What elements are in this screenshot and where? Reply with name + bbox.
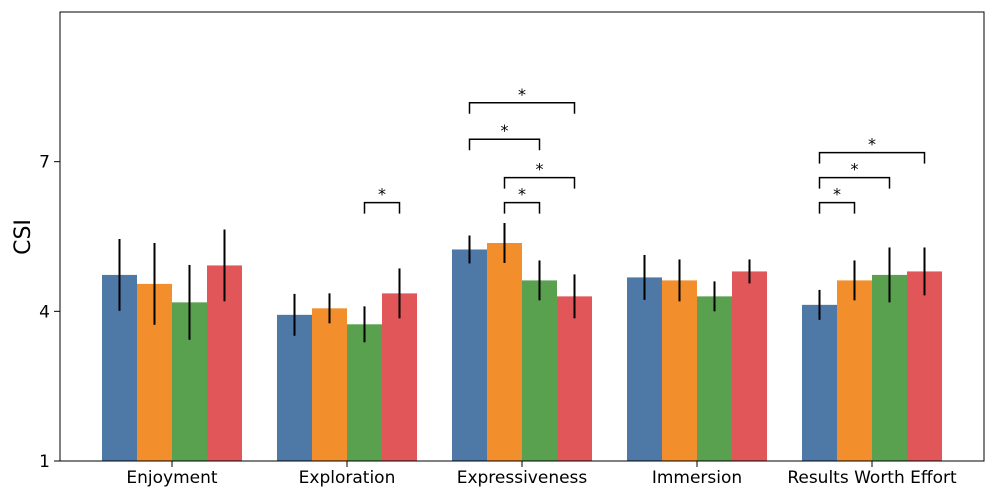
significance-star: *	[851, 160, 859, 179]
x-tick-label: Expressiveness	[457, 468, 588, 488]
bar-4-immersion	[732, 271, 767, 461]
bar-1-results-worth-effort	[802, 304, 837, 461]
significance-bracket	[468, 102, 576, 114]
significance-bracket	[503, 176, 576, 189]
y-tick-label: 1	[39, 452, 50, 472]
significance-bracket	[818, 151, 926, 164]
significance-bracket	[468, 138, 541, 151]
bar-2-exploration	[312, 308, 347, 461]
significance-star: *	[868, 135, 876, 154]
bar-1-immersion	[627, 277, 662, 461]
bar-4-exploration	[382, 293, 417, 461]
bar-1-exploration	[277, 314, 312, 461]
significance-brackets-group: * * * * * * * *	[363, 85, 926, 214]
x-axis: Enjoyment Exploration Expressiveness Immers…	[126, 461, 957, 488]
y-axis-label: CSI	[11, 219, 36, 255]
bar-4-expressiveness	[557, 296, 592, 461]
bar-2-immersion	[662, 280, 697, 461]
x-tick-label: Immersion	[652, 468, 742, 488]
x-tick-label: Exploration	[299, 468, 396, 488]
significance-star: *	[833, 185, 841, 204]
significance-star: *	[536, 160, 544, 179]
bar-3-expressiveness	[522, 280, 557, 461]
significance-bracket	[363, 201, 401, 214]
significance-star: *	[518, 185, 526, 204]
significance-star: *	[501, 121, 509, 140]
y-tick-label: 7	[39, 153, 50, 173]
significance-star: *	[378, 185, 386, 204]
bar-3-immersion	[697, 296, 732, 461]
y-axis: 1 4 7	[39, 153, 60, 472]
error-bars-group	[118, 223, 926, 343]
bar-2-expressiveness	[487, 242, 522, 461]
bar-1-expressiveness	[452, 249, 487, 461]
significance-bracket	[818, 176, 891, 189]
bar-3-results-worth-effort	[872, 274, 907, 461]
significance-bracket	[818, 201, 856, 214]
bars-group	[102, 242, 942, 461]
x-tick-label: Results Worth Effort	[787, 468, 957, 488]
significance-star: *	[518, 85, 526, 104]
bar-2-results-worth-effort	[837, 280, 872, 461]
y-tick-label: 4	[39, 302, 50, 322]
bar-4-results-worth-effort	[907, 271, 942, 461]
bar-3-exploration	[347, 324, 382, 461]
x-tick-label: Enjoyment	[126, 468, 217, 488]
significance-bracket	[503, 201, 541, 214]
